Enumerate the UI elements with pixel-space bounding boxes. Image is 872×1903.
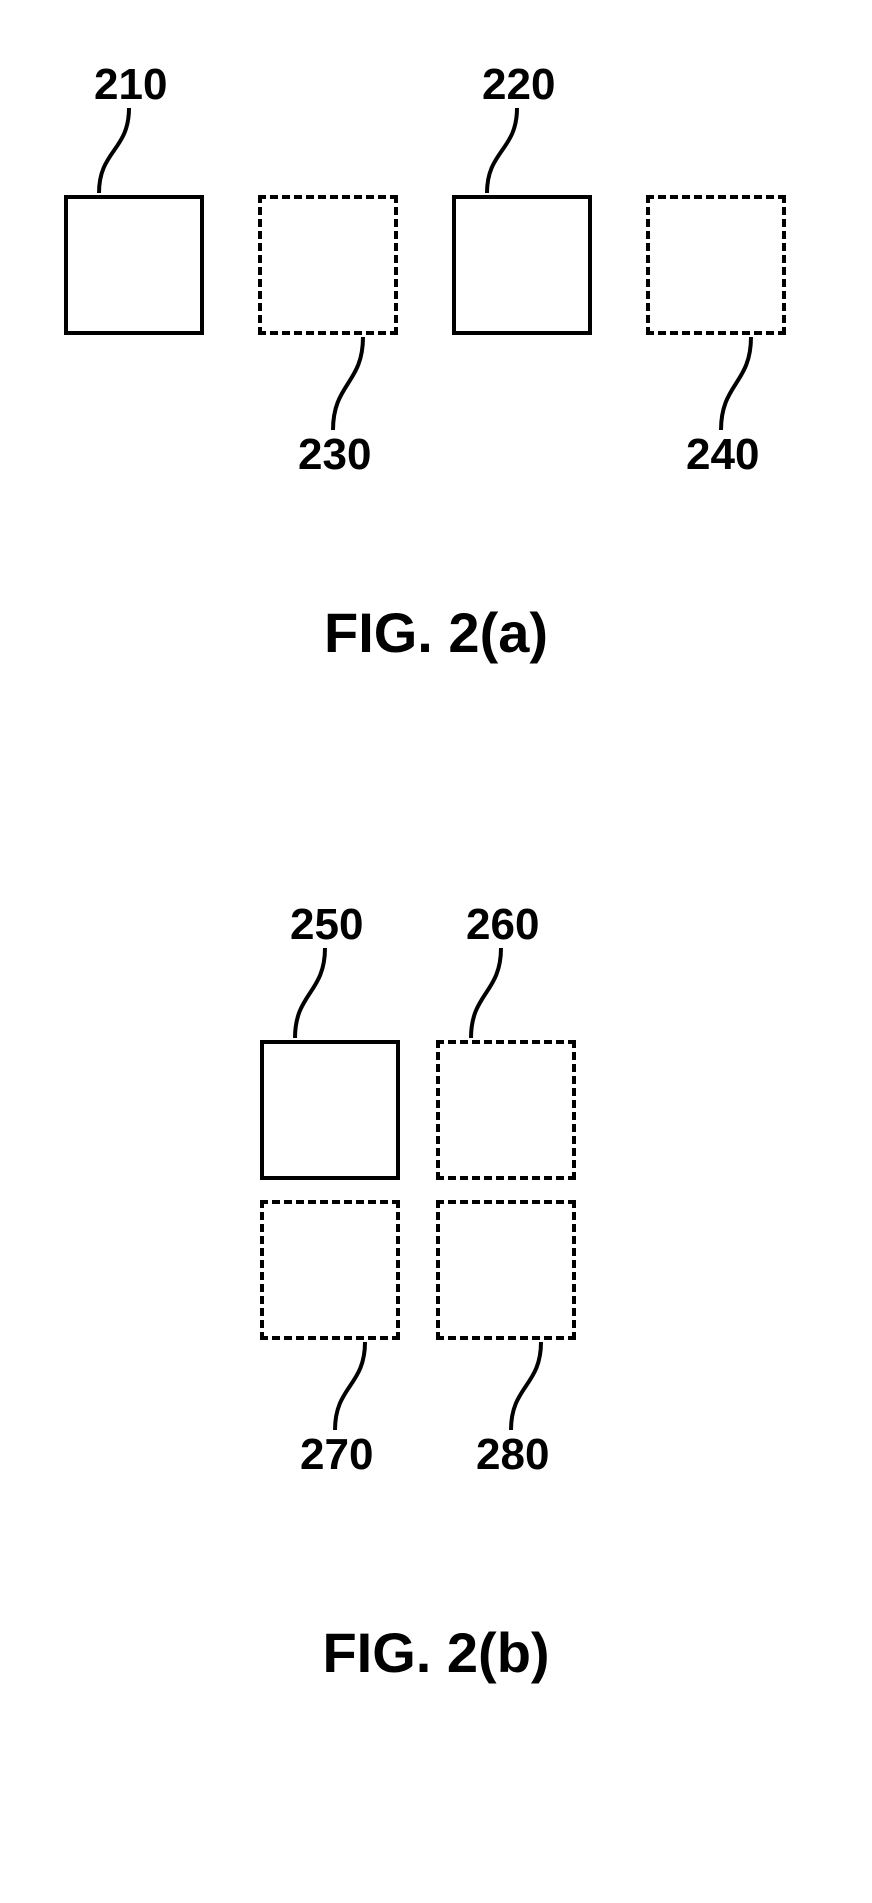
label-260: 260	[466, 900, 539, 950]
label-220: 220	[482, 60, 555, 110]
label-240: 240	[686, 430, 759, 480]
label-270: 270	[300, 1430, 373, 1480]
box-280	[436, 1200, 576, 1340]
label-210: 210	[94, 60, 167, 110]
box-260	[436, 1040, 576, 1180]
label-250: 250	[290, 900, 363, 950]
figure-2b-caption: FIG. 2(b)	[0, 1620, 872, 1685]
figure-2a-caption: FIG. 2(a)	[0, 600, 872, 665]
box-270	[260, 1200, 400, 1340]
box-230	[258, 195, 398, 335]
box-240	[646, 195, 786, 335]
label-280: 280	[476, 1430, 549, 1480]
box-250	[260, 1040, 400, 1180]
label-230: 230	[298, 430, 371, 480]
box-210	[64, 195, 204, 335]
box-220	[452, 195, 592, 335]
